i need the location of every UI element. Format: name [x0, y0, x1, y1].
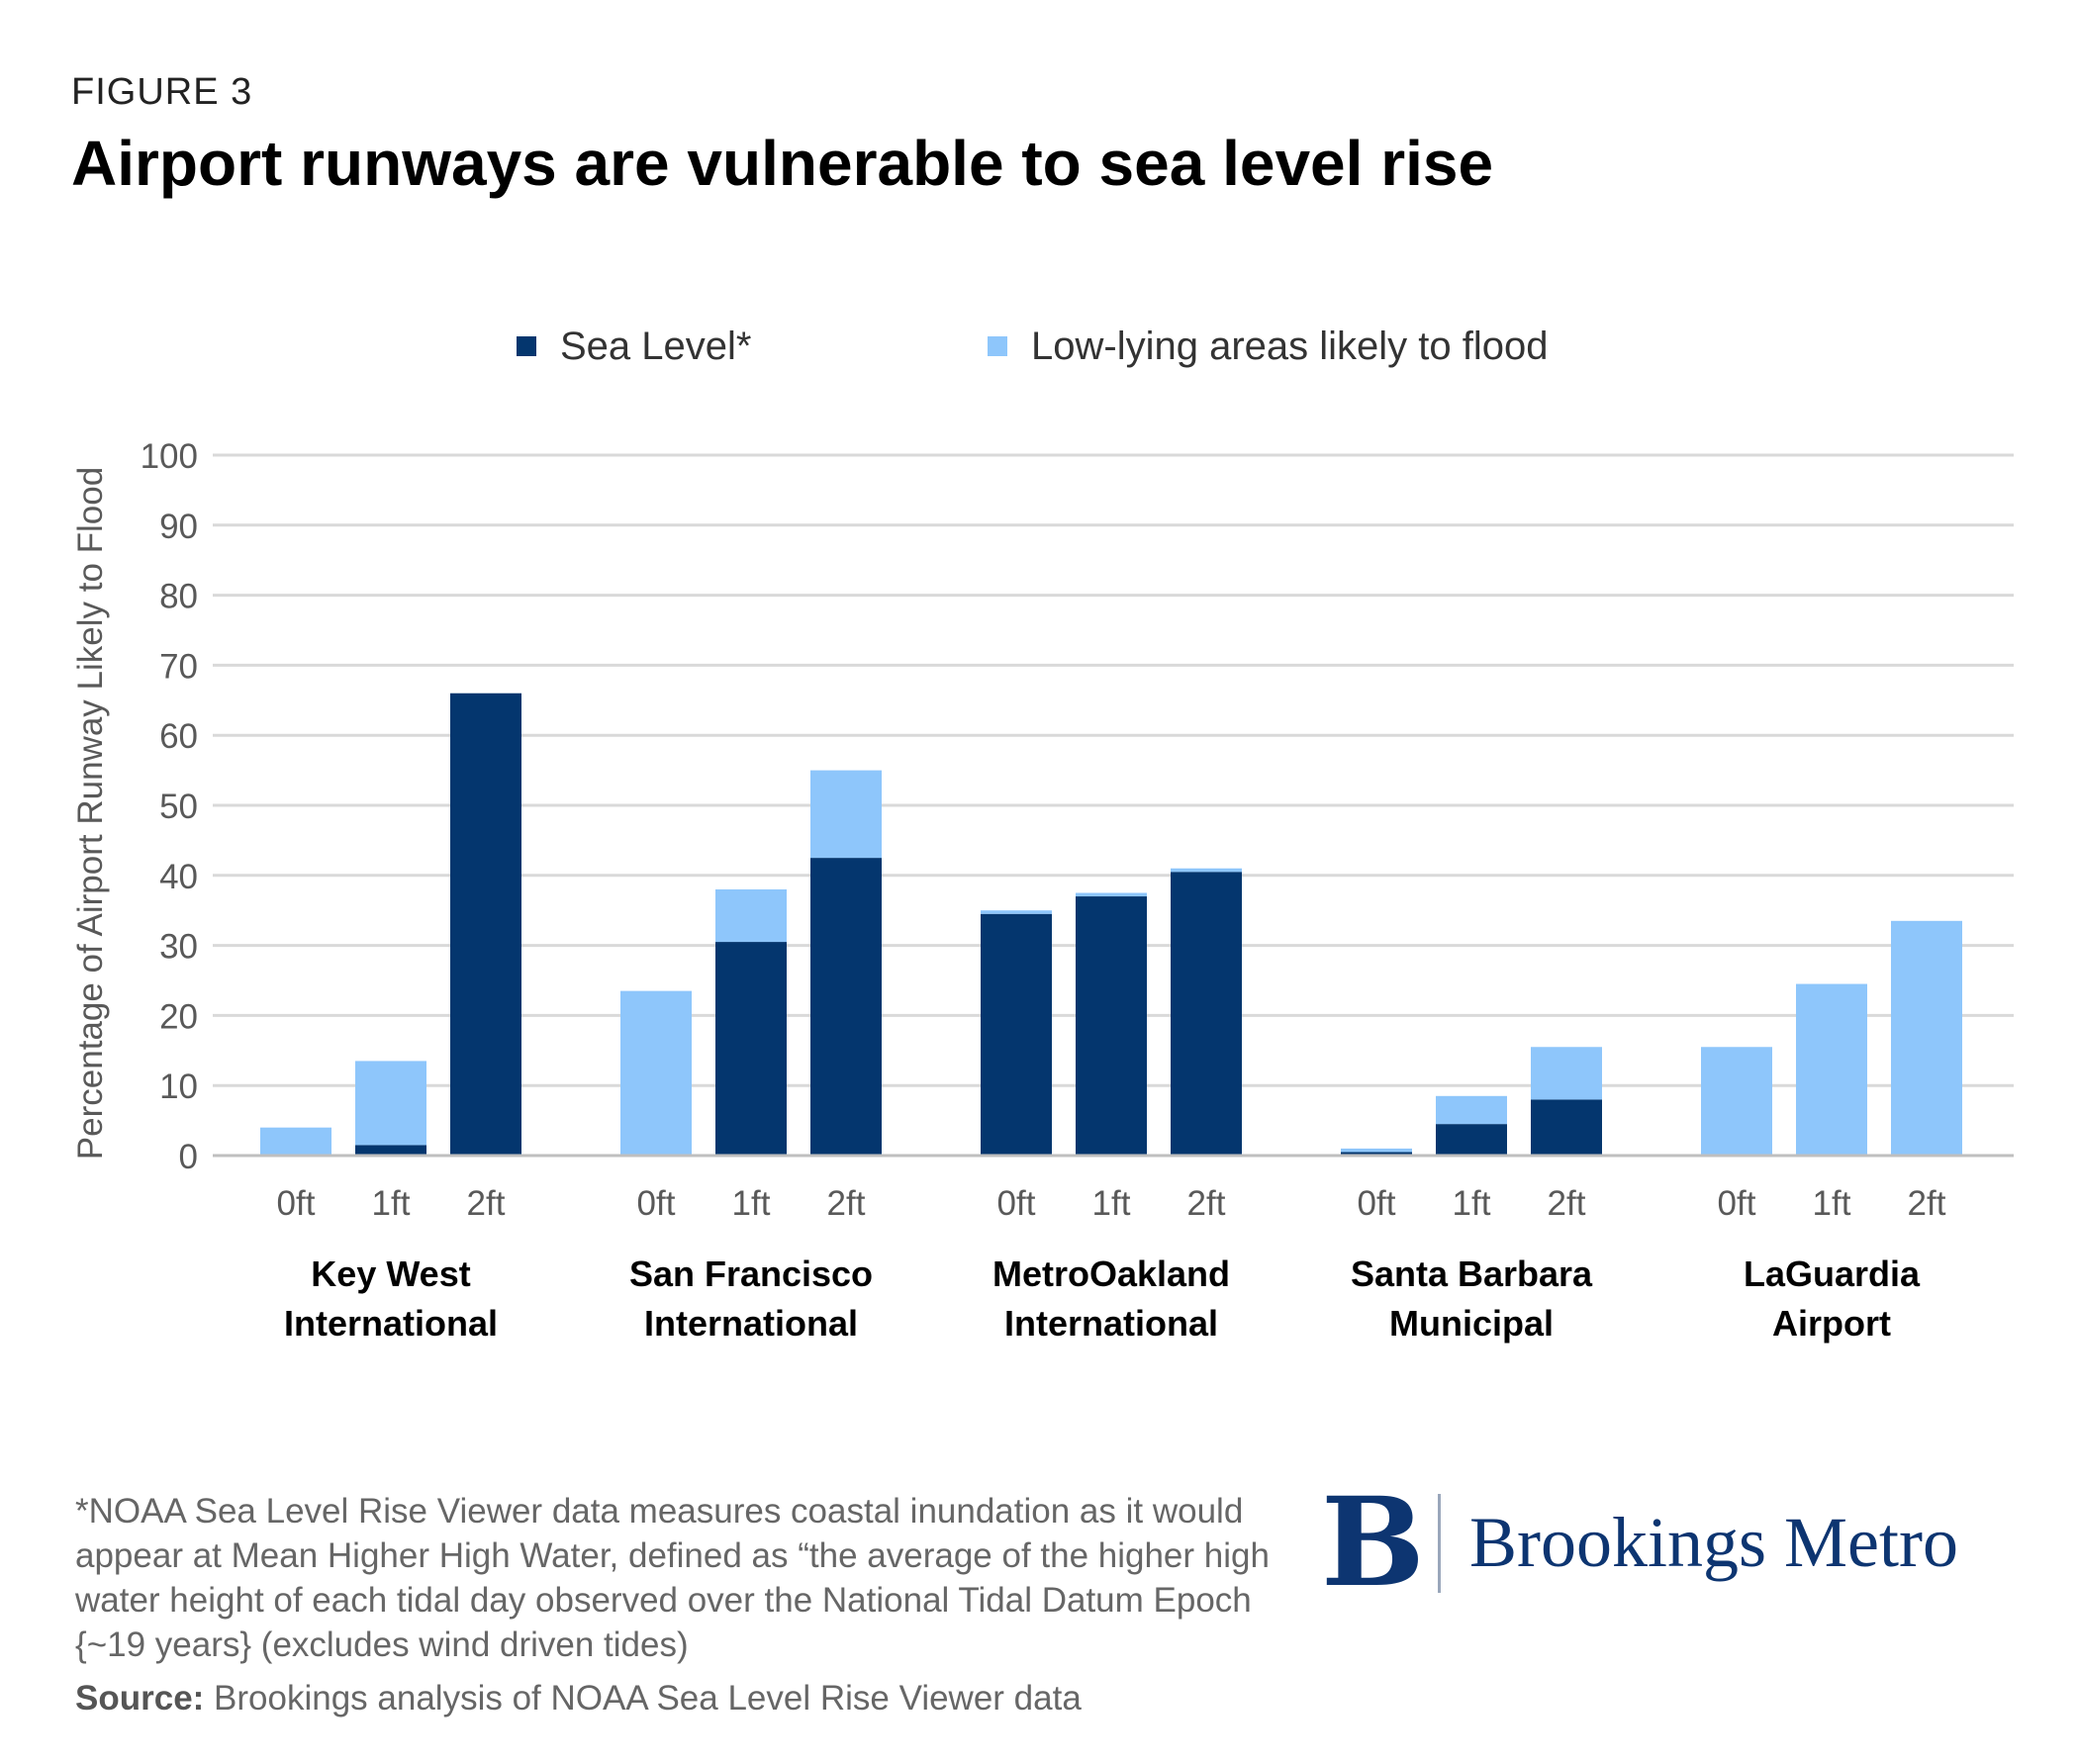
bar-sea-level [1341, 1152, 1412, 1156]
y-tick-label: 10 [159, 1068, 198, 1106]
y-tick-label: 40 [159, 858, 198, 896]
bar-low-lying [1171, 868, 1242, 873]
bar-low-lying [715, 888, 787, 943]
y-tick-label: 70 [159, 647, 198, 686]
group-label: Key West [311, 1253, 470, 1294]
group-label: MetroOakland [992, 1253, 1230, 1294]
bar-sea-level [1076, 896, 1147, 1156]
y-tick-label: 20 [159, 997, 198, 1036]
bar-sea-level [450, 693, 521, 1156]
y-tick-label: 0 [179, 1138, 198, 1176]
x-tick-label: 0ft [637, 1184, 676, 1223]
legend-label-low_lying: Low-lying areas likely to flood [1031, 325, 1548, 368]
legend-label-sea_level: Sea Level* [560, 325, 751, 368]
y-axis-title: Percentage of Airport Runway Likely to F… [71, 467, 110, 1160]
group-label: LaGuardia [1744, 1253, 1921, 1294]
group-label: Municipal [1389, 1303, 1554, 1344]
source-label: Source: [75, 1679, 205, 1718]
bar-low-lying [1531, 1047, 1602, 1100]
bar-sea-level [1436, 1124, 1507, 1156]
bar-low-lying [981, 910, 1052, 914]
group-label: San Francisco [629, 1253, 873, 1294]
bar-low-lying [1436, 1095, 1507, 1125]
group-label: Santa Barbara [1351, 1253, 1593, 1294]
bar-sea-level [1171, 872, 1242, 1156]
x-tick-label: 1ft [1092, 1184, 1131, 1223]
y-tick-label: 90 [159, 508, 198, 546]
bar-sea-level [715, 942, 787, 1156]
bar-low-lying [260, 1127, 331, 1156]
bar-low-lying [1341, 1148, 1412, 1153]
y-tick-label: 50 [159, 788, 198, 826]
y-tick-label: 100 [141, 437, 198, 476]
x-tick-label: 1ft [372, 1184, 411, 1223]
bar-low-lying [620, 990, 692, 1156]
group-label: Airport [1772, 1303, 1891, 1344]
y-tick-label: 30 [159, 928, 198, 967]
x-tick-label: 1ft [1453, 1184, 1491, 1223]
figure-label: FIGURE 3 [71, 71, 253, 113]
bar-low-lying [1076, 892, 1147, 897]
chart-title: Airport runways are vulnerable to sea le… [71, 128, 1494, 199]
y-tick-label: 80 [159, 578, 198, 616]
x-tick-label: 2ft [827, 1184, 866, 1223]
group-label: International [284, 1303, 498, 1344]
source-line: Source: Brookings analysis of NOAA Sea L… [75, 1679, 1082, 1718]
legend-swatch-low_lying [988, 336, 1007, 356]
bar-sea-level [355, 1145, 426, 1156]
logo-wordmark: Brookings Metro [1469, 1503, 1958, 1582]
x-tick-label: 1ft [732, 1184, 771, 1223]
x-tick-label: 0ft [1718, 1184, 1756, 1223]
x-tick-label: 1ft [1813, 1184, 1851, 1223]
x-tick-label: 0ft [1358, 1184, 1396, 1223]
bar-sea-level [981, 913, 1052, 1156]
legend-swatch-sea_level [517, 336, 536, 356]
source-text: Brookings analysis of NOAA Sea Level Ris… [204, 1679, 1082, 1718]
bar-sea-level [810, 858, 882, 1156]
bar-low-lying [810, 770, 882, 859]
logo-divider [1438, 1494, 1441, 1593]
x-tick-label: 2ft [467, 1184, 506, 1223]
x-tick-label: 2ft [1187, 1184, 1226, 1223]
bar-low-lying [355, 1061, 426, 1146]
y-tick-label: 60 [159, 717, 198, 756]
x-tick-label: 0ft [997, 1184, 1036, 1223]
bar-sea-level [1531, 1099, 1602, 1156]
x-tick-label: 2ft [1908, 1184, 1946, 1223]
logo-letter: B [1321, 1471, 1425, 1615]
group-label: International [1004, 1303, 1218, 1344]
x-tick-label: 0ft [277, 1184, 316, 1223]
stacked-bar-chart: 0 10 20 30 40 50 60 70 80 90 100 Percentage of Airp… [71, 325, 2014, 1344]
footnote: *NOAA Sea Level Rise Viewer data measure… [75, 1492, 1270, 1664]
bar-low-lying [1796, 983, 1867, 1156]
x-tick-label: 2ft [1548, 1184, 1586, 1223]
group-label: International [644, 1303, 858, 1344]
bar-low-lying [1701, 1047, 1772, 1156]
bar-low-lying [1891, 920, 1962, 1156]
